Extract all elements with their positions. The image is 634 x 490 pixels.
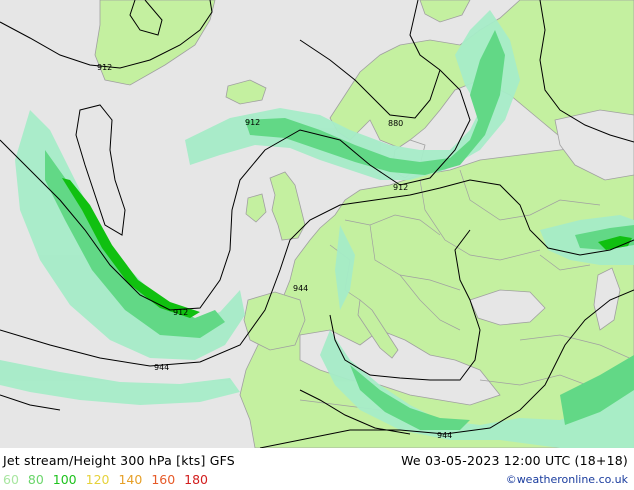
britain-land [269,171,306,241]
ireland-land [245,193,267,223]
contour-label: 912 [245,118,260,127]
height-contours [0,0,634,448]
legend-item: 120 [85,472,110,487]
legend-item: 60 [3,472,19,487]
legend-item: 140 [118,472,143,487]
contour-label: 912 [97,63,112,72]
jet-100kt-areas [62,178,632,318]
jet-80kt-areas [45,30,634,430]
contour-label: 944 [154,363,169,372]
weather-map: 912 912 880 912 912 944 944 944 [0,0,634,448]
greenland-land [94,0,216,86]
contour-label: 912 [173,308,188,317]
valid-time: We 03-05-2023 12:00 UTC (18+18) [401,453,628,468]
contour-label: 944 [437,431,452,440]
legend-item: 100 [52,472,77,487]
credit-link[interactable]: ©weatheronline.co.uk [505,473,628,486]
iberia-land [243,291,306,351]
legend-item: 160 [151,472,176,487]
arctic-islands-land [419,0,471,23]
caspian-sea [593,267,621,331]
contour-label: 880 [388,119,403,128]
contour-label: 944 [293,284,308,293]
legend-item: 80 [27,472,44,487]
contour-label: 912 [393,183,408,192]
contour-labels: 912 912 880 912 912 944 944 944 [97,63,452,440]
legend-item: 180 [184,472,209,487]
iceland-land [225,79,267,105]
speed-legend: 60 80 100 120 140 160 180 [3,472,213,487]
arctic-ocean-area [554,109,634,181]
black-sea [469,289,546,326]
italy-land [357,299,399,359]
map-title: Jet stream/Height 300 hPa [kts] GFS [3,453,235,468]
